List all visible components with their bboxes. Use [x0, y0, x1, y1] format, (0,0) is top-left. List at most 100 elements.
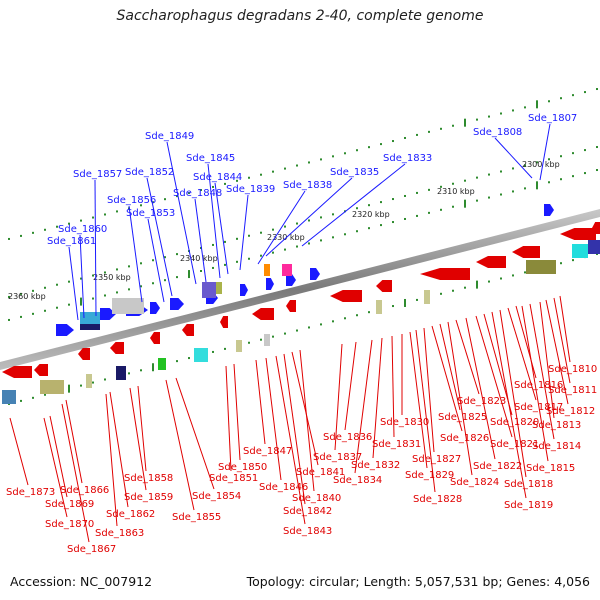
- reverse-gene-connector: [354, 339, 373, 474]
- upper-tick-track: [236, 237, 238, 240]
- outer-tick-track: [332, 155, 334, 158]
- upper-tick-track: [572, 152, 574, 155]
- outer-tick-track: [368, 146, 370, 149]
- forward-tick-track: [128, 288, 130, 291]
- reverse-gene-label: Sde_1813: [532, 420, 581, 431]
- reverse-tick-track: [524, 271, 526, 274]
- forward-tick-track: [80, 297, 82, 306]
- forward-gene-connector: [239, 194, 249, 271]
- outer-tick-track: [380, 143, 382, 146]
- reverse-gene-label: Sde_1837: [313, 452, 362, 463]
- forward-tick-track: [404, 217, 406, 220]
- reverse-gene-connector: [539, 301, 555, 419]
- outer-tick-track: [80, 219, 82, 222]
- reverse-tick-track: [452, 289, 454, 292]
- reverse-gene-connector: [455, 319, 480, 395]
- upper-tick-track: [32, 289, 34, 292]
- outer-tick-track: [596, 88, 598, 91]
- reverse-gene-connector: [499, 309, 527, 478]
- reverse-gene-label: Sde_1823: [457, 396, 506, 407]
- reverse-tick-track: [92, 381, 94, 384]
- outer-tick-track: [440, 127, 442, 130]
- forward-tick-track: [524, 187, 526, 190]
- forward-tick-track: [428, 211, 430, 214]
- reverse-gene-arrow: [286, 300, 296, 312]
- forward-gene-label: Sde_1861: [47, 236, 96, 247]
- forward-tick-track: [272, 251, 274, 254]
- reverse-gene-label: Sde_1846: [259, 482, 308, 493]
- reverse-tick-track: [152, 363, 154, 372]
- protein-domain-box: [526, 260, 556, 274]
- forward-tick-track: [344, 233, 346, 236]
- forward-gene-connector: [146, 177, 173, 297]
- outer-tick-track: [92, 216, 94, 219]
- forward-tick-track: [224, 263, 226, 266]
- reverse-gene-label: Sde_1870: [45, 519, 94, 530]
- reverse-gene-connector: [283, 353, 306, 505]
- outer-tick-track: [356, 149, 358, 152]
- reverse-tick-track: [296, 329, 298, 332]
- outer-tick-track: [224, 182, 226, 185]
- outer-tick-track: [116, 210, 118, 213]
- reverse-tick-track: [404, 298, 406, 307]
- reverse-tick-track: [476, 280, 478, 289]
- reverse-gene-arrow: [512, 246, 540, 258]
- reverse-gene-label: Sde_1814: [532, 441, 581, 452]
- outer-tick-track: [8, 237, 10, 240]
- outer-tick-track: [248, 176, 250, 179]
- kbp-label: 2300 kbp: [522, 160, 560, 169]
- reverse-tick-track: [320, 323, 322, 326]
- map-title: Saccharophagus degradans 2-40, complete …: [116, 8, 484, 24]
- forward-tick-track: [584, 172, 586, 175]
- upper-tick-track: [296, 222, 298, 225]
- reverse-gene-label: Sde_1866: [60, 485, 109, 496]
- reverse-gene-arrow: [560, 228, 596, 240]
- reverse-gene-connector: [521, 305, 549, 462]
- reverse-gene-connector: [255, 359, 266, 445]
- forward-gene-arrow: [266, 278, 274, 290]
- forward-tick-track: [32, 312, 34, 315]
- forward-gene-connector: [257, 190, 306, 265]
- forward-tick-track: [68, 303, 70, 306]
- reverse-tick-track: [500, 277, 502, 280]
- outer-tick-track: [320, 158, 322, 161]
- forward-tick-track: [356, 230, 358, 233]
- outer-tick-track: [584, 91, 586, 94]
- forward-tick-track: [512, 190, 514, 193]
- reverse-tick-track: [356, 314, 358, 317]
- reverse-tick-track: [32, 396, 34, 399]
- forward-gene-connector: [214, 182, 229, 275]
- reverse-gene-connector: [475, 315, 513, 438]
- forward-tick-track: [176, 276, 178, 279]
- outer-tick-track: [140, 204, 142, 207]
- reverse-gene-connector: [9, 417, 29, 486]
- outer-tick-track: [308, 161, 310, 164]
- outer-tick-track: [104, 213, 106, 216]
- protein-domain-box: [80, 312, 100, 326]
- forward-gene-arrow: [150, 302, 160, 314]
- forward-tick-track: [560, 178, 562, 181]
- kbp-label: 2310 kbp: [437, 187, 475, 196]
- forward-tick-track: [92, 297, 94, 300]
- outer-tick-track: [260, 173, 262, 176]
- reverse-gene-label: Sde_1830: [380, 417, 429, 428]
- forward-gene-arrow: [56, 324, 74, 336]
- reverse-gene-label: Sde_1858: [124, 473, 173, 484]
- upper-tick-track: [128, 265, 130, 268]
- protein-domain-box: [282, 264, 292, 276]
- outer-tick-track: [572, 94, 574, 97]
- forward-gene-label: Sde_1848: [173, 188, 222, 199]
- reverse-tick-track: [332, 320, 334, 323]
- outer-tick-track: [56, 225, 58, 228]
- outer-tick-track: [68, 222, 70, 225]
- reverse-gene-connector: [553, 297, 571, 384]
- reverse-tick-track: [140, 369, 142, 372]
- forward-gene-label: Sde_1853: [126, 208, 175, 219]
- reverse-gene-label: Sde_1827: [412, 454, 461, 465]
- reverse-gene-label: Sde_1873: [6, 487, 55, 498]
- outer-tick-track: [272, 170, 274, 173]
- reverse-gene-arrow: [150, 332, 160, 344]
- reverse-gene-connector: [165, 379, 195, 511]
- outer-tick-track: [344, 152, 346, 155]
- forward-tick-track: [56, 306, 58, 309]
